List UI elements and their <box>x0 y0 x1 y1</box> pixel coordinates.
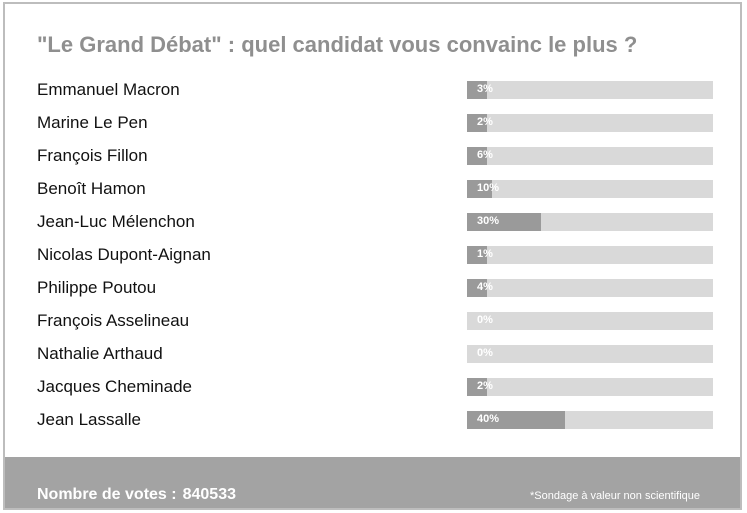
result-percent: 30% <box>477 215 500 227</box>
candidate-name: Emmanuel Macron <box>37 80 180 99</box>
poll-row: Jean-Luc Mélenchon 30% <box>37 209 717 242</box>
candidate-name: Nicolas Dupont-Aignan <box>37 245 211 264</box>
result-bar-fill <box>467 114 487 132</box>
result-bar-fill <box>467 411 566 429</box>
result-bar-fill <box>467 279 487 297</box>
result-bar-track: 30% <box>467 213 713 231</box>
poll-row: Jacques Cheminade 2% <box>37 374 717 407</box>
votes-count: 840533 <box>182 486 236 503</box>
candidate-name: Jacques Cheminade <box>37 377 192 396</box>
result-bar-track: 3% <box>467 81 713 99</box>
result-percent: 2% <box>477 116 493 128</box>
poll-results-list: Emmanuel Macron 3% Marine Le Pen 2% François… <box>37 77 717 440</box>
poll-row: François Fillon 6% <box>37 143 717 176</box>
candidate-name: Philippe Poutou <box>37 278 157 297</box>
result-bar-track: 10% <box>467 180 713 198</box>
poll-row: Philippe Poutou 4% <box>37 275 717 308</box>
poll-row: Nathalie Arthaud 0% <box>37 341 717 374</box>
result-percent: 1% <box>477 248 493 260</box>
candidate-name: Jean Lassalle <box>37 410 141 429</box>
candidate-name: Jean-Luc Mélenchon <box>37 212 195 231</box>
candidate-name: François Asselineau <box>37 311 190 330</box>
disclaimer-note: *Sondage à valeur non scientifique <box>529 490 700 502</box>
candidate-name: Marine Le Pen <box>37 113 148 132</box>
result-percent: 6% <box>477 149 493 161</box>
result-bar-track: 1% <box>467 246 713 264</box>
result-bar-track: 40% <box>467 411 713 429</box>
result-percent: 2% <box>477 380 493 392</box>
poll-row: Jean Lassalle 40% <box>37 407 717 440</box>
vote-total: Nombre de votes : 840533 <box>37 486 236 504</box>
result-bar-track: 4% <box>467 279 713 297</box>
candidate-name: Nathalie Arthaud <box>37 344 163 363</box>
poll-row: Marine Le Pen 2% <box>37 110 717 143</box>
poll-title: "Le Grand Débat" : quel candidat vous co… <box>37 32 638 57</box>
candidate-name: Benoît Hamon <box>37 179 146 198</box>
result-bar-fill <box>467 81 487 99</box>
result-bar-fill <box>467 213 541 231</box>
poll-row: Emmanuel Macron 3% <box>37 77 717 110</box>
candidate-name: François Fillon <box>37 146 148 165</box>
poll-row: Benoît Hamon 10% <box>37 176 717 209</box>
poll-widget: "Le Grand Débat" : quel candidat vous co… <box>3 2 742 510</box>
result-bar-fill <box>467 147 487 165</box>
result-percent: 0% <box>477 314 493 326</box>
result-bar-fill <box>467 180 492 198</box>
result-bar-fill <box>467 246 487 264</box>
result-bar-fill <box>467 378 487 396</box>
result-percent: 4% <box>477 281 493 293</box>
poll-row: François Asselineau 0% <box>37 308 717 341</box>
result-bar-track: 0% <box>467 345 713 363</box>
result-percent: 0% <box>477 347 493 359</box>
votes-label: Nombre de votes : <box>37 486 177 503</box>
poll-row: Nicolas Dupont-Aignan 1% <box>37 242 717 275</box>
result-percent: 10% <box>477 182 500 194</box>
result-percent: 3% <box>477 83 493 95</box>
result-bar-track: 0% <box>467 312 713 330</box>
result-bar-track: 6% <box>467 147 713 165</box>
poll-footer: Nombre de votes : 840533 *Sondage à valeu… <box>5 457 740 508</box>
result-bar-track: 2% <box>467 114 713 132</box>
result-bar-track: 2% <box>467 378 713 396</box>
result-percent: 40% <box>477 413 500 425</box>
